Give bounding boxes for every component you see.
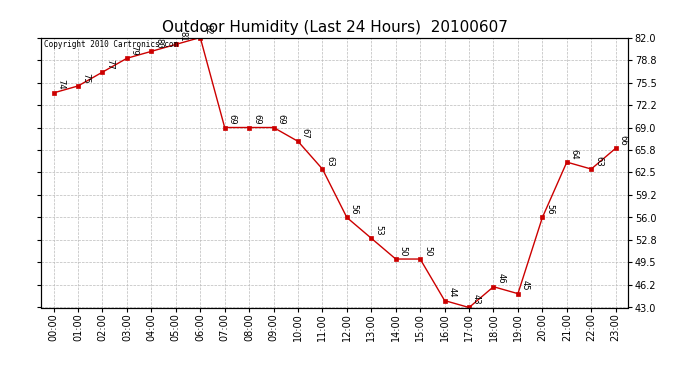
Text: 81: 81 xyxy=(179,31,188,42)
Text: 64: 64 xyxy=(569,149,579,159)
Text: 77: 77 xyxy=(106,58,115,69)
Text: 56: 56 xyxy=(545,204,554,215)
Text: 44: 44 xyxy=(447,287,456,298)
Text: 69: 69 xyxy=(276,114,286,125)
Text: 75: 75 xyxy=(81,72,90,83)
Text: 63: 63 xyxy=(325,156,334,166)
Title: Outdoor Humidity (Last 24 Hours)  20100607: Outdoor Humidity (Last 24 Hours) 2010060… xyxy=(161,20,508,35)
Text: 67: 67 xyxy=(301,128,310,139)
Text: 50: 50 xyxy=(399,246,408,256)
Text: 66: 66 xyxy=(618,135,627,146)
Text: 53: 53 xyxy=(374,225,383,236)
Text: Copyright 2010 Cartronics.com: Copyright 2010 Cartronics.com xyxy=(44,40,179,49)
Text: 63: 63 xyxy=(594,156,603,166)
Text: 69: 69 xyxy=(252,114,261,125)
Text: 56: 56 xyxy=(350,204,359,215)
Text: 69: 69 xyxy=(228,114,237,125)
Text: 80: 80 xyxy=(154,38,163,49)
Text: 79: 79 xyxy=(130,45,139,56)
Text: 74: 74 xyxy=(57,80,66,90)
Text: 46: 46 xyxy=(496,273,505,284)
Text: 43: 43 xyxy=(472,294,481,305)
Text: 45: 45 xyxy=(521,280,530,291)
Text: 50: 50 xyxy=(423,246,432,256)
Text: 82: 82 xyxy=(203,24,212,35)
